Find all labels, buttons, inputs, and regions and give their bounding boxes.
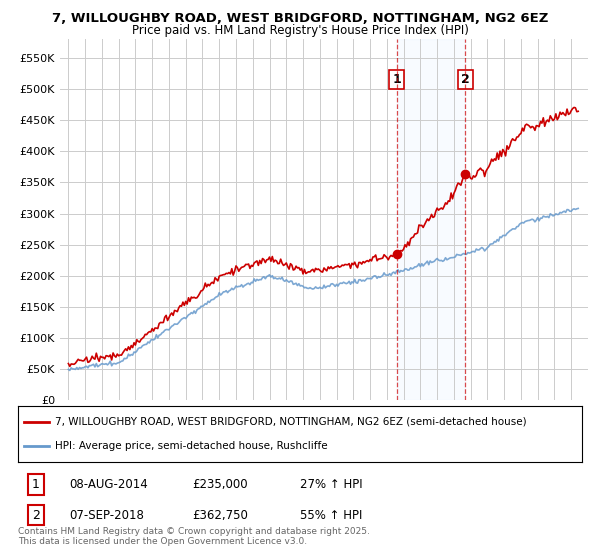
Text: 7, WILLOUGHBY ROAD, WEST BRIDGFORD, NOTTINGHAM, NG2 6EZ: 7, WILLOUGHBY ROAD, WEST BRIDGFORD, NOTT… [52,12,548,25]
Text: 7, WILLOUGHBY ROAD, WEST BRIDGFORD, NOTTINGHAM, NG2 6EZ (semi-detached house): 7, WILLOUGHBY ROAD, WEST BRIDGFORD, NOTT… [55,417,526,427]
Text: 07-SEP-2018: 07-SEP-2018 [69,508,144,522]
Text: 2: 2 [32,508,40,522]
Text: £235,000: £235,000 [192,478,248,491]
Text: Contains HM Land Registry data © Crown copyright and database right 2025.
This d: Contains HM Land Registry data © Crown c… [18,526,370,546]
Text: 27% ↑ HPI: 27% ↑ HPI [300,478,362,491]
Text: 55% ↑ HPI: 55% ↑ HPI [300,508,362,522]
Text: Price paid vs. HM Land Registry's House Price Index (HPI): Price paid vs. HM Land Registry's House … [131,24,469,37]
Text: 08-AUG-2014: 08-AUG-2014 [69,478,148,491]
Text: 2: 2 [461,73,469,86]
Text: £362,750: £362,750 [192,508,248,522]
Text: 1: 1 [32,478,40,491]
Text: HPI: Average price, semi-detached house, Rushcliffe: HPI: Average price, semi-detached house,… [55,441,327,451]
Text: 1: 1 [392,73,401,86]
Bar [397,39,465,400]
